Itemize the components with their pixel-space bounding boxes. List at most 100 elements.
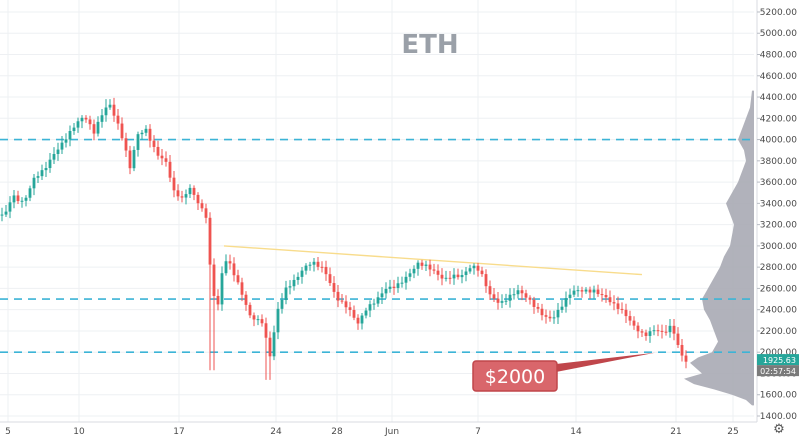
candle-body: [572, 290, 576, 295]
y-tick-label: 4200.00: [760, 114, 797, 124]
candle: [140, 130, 144, 140]
candle-body: [512, 294, 516, 296]
candle-body: [8, 202, 12, 212]
candle: [240, 277, 244, 302]
candle: [292, 274, 296, 291]
candle: [344, 295, 348, 314]
candle-body: [112, 104, 116, 116]
candle-body: [384, 288, 388, 294]
candle: [444, 270, 448, 282]
candle: [504, 293, 508, 305]
candle: [588, 286, 592, 299]
candle: [124, 132, 128, 157]
volume-profile-shape: [684, 90, 754, 406]
candle-body: [508, 294, 512, 301]
candle-body: [488, 286, 492, 295]
candle-body: [552, 317, 556, 319]
x-tick-label: 7: [475, 427, 481, 437]
x-tick-label: 10: [73, 427, 85, 437]
candle-body: [468, 268, 472, 272]
candle: [556, 302, 560, 325]
candle: [236, 269, 240, 285]
candle: [252, 312, 256, 327]
candle-body: [448, 277, 452, 279]
x-tick-label: 25: [727, 427, 738, 437]
candle: [156, 140, 160, 160]
candle-body: [40, 170, 44, 177]
candle-body: [100, 115, 104, 122]
candle-body: [228, 261, 232, 264]
candle: [28, 185, 32, 202]
candle: [192, 185, 196, 201]
annotation-box: [472, 360, 558, 392]
candle-body: [20, 200, 24, 202]
candle: [408, 268, 412, 282]
candle: [424, 260, 428, 272]
candle-body: [192, 187, 196, 195]
candle: [412, 265, 416, 279]
candle-body: [60, 142, 64, 150]
candle: [300, 267, 304, 284]
candle: [260, 314, 264, 327]
candle: [164, 151, 168, 167]
candle-body: [564, 298, 568, 307]
candle: [264, 317, 268, 380]
candle-body: [204, 208, 208, 218]
gear-icon[interactable]: ⚙: [773, 422, 785, 437]
candle: [132, 146, 136, 172]
candle: [48, 153, 52, 173]
candle: [452, 268, 456, 285]
candle-body: [540, 308, 544, 316]
candle-body: [80, 117, 84, 122]
candle-body: [312, 261, 316, 265]
y-axis-background: [757, 0, 800, 422]
candle: [572, 285, 576, 298]
candle: [44, 161, 48, 178]
y-tick-label: 4400.00: [760, 93, 797, 103]
candle-body: [336, 291, 340, 301]
volume-profile: [684, 90, 754, 406]
candle: [500, 294, 504, 309]
candle: [552, 310, 556, 324]
candle-body: [376, 297, 380, 304]
candle: [352, 305, 356, 321]
candle: [148, 124, 152, 148]
candle: [392, 279, 396, 295]
candle-body: [464, 271, 468, 276]
candle-body: [272, 332, 276, 357]
candle-body: [212, 264, 216, 296]
candle: [480, 266, 484, 277]
candle-body: [620, 308, 624, 310]
candle: [456, 268, 460, 280]
candle: [512, 288, 516, 300]
y-tick-label: 2400.00: [760, 306, 797, 316]
candle-body: [436, 270, 440, 275]
candle-body: [400, 282, 404, 284]
candle: [188, 184, 192, 199]
candle: [684, 350, 688, 369]
countdown-label: 02:57:54: [760, 367, 796, 376]
candle: [644, 329, 648, 341]
candle-body: [56, 149, 60, 155]
candle: [624, 303, 628, 323]
candle-body: [268, 337, 272, 357]
candle-body: [236, 275, 240, 283]
candle-body: [568, 294, 572, 299]
candle: [116, 109, 120, 130]
candle: [40, 164, 44, 181]
candle: [428, 259, 432, 277]
candle-body: [352, 309, 356, 318]
candle-body: [188, 187, 192, 195]
candle-body: [636, 325, 640, 332]
candle-body: [452, 274, 456, 279]
candle: [376, 291, 380, 307]
candle-body: [624, 309, 628, 317]
candle-body: [380, 293, 384, 298]
x-tick-label: 17: [173, 427, 184, 437]
candle: [672, 319, 676, 341]
candle: [200, 199, 204, 212]
candle: [312, 257, 316, 272]
candle: [400, 276, 404, 288]
